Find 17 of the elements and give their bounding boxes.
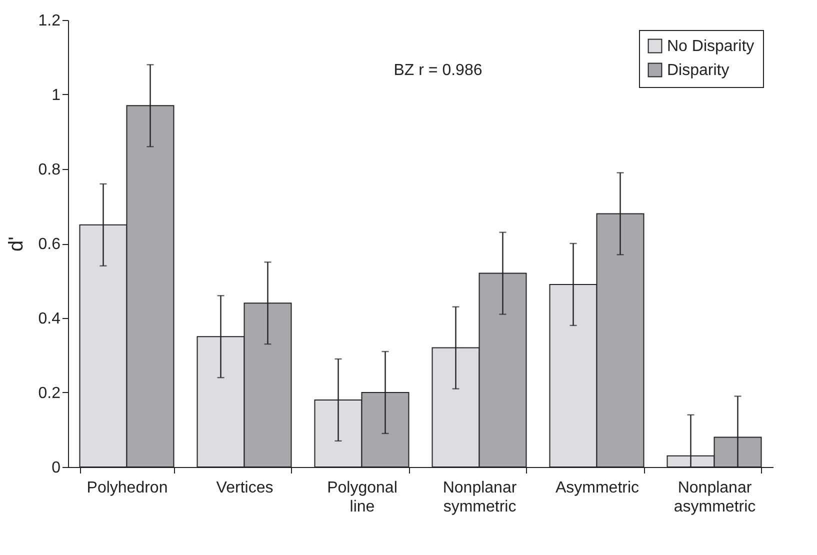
x-tick-label: Polygonal line	[327, 480, 398, 516]
y-tick-label: 0.2	[38, 385, 61, 402]
y-tick-label: 0	[52, 460, 61, 476]
y-axis-title: d'	[5, 236, 28, 252]
legend-label: No Disparity	[667, 38, 754, 55]
x-tick-label: Nonplanar symmetric	[442, 480, 518, 516]
y-tick-label: 1.2	[38, 12, 61, 30]
x-tick-label: Polyhedron	[86, 480, 168, 496]
x-tick-label: Vertices	[216, 480, 274, 496]
y-tick-label: 0.6	[38, 236, 61, 253]
y-tick-label: 0.8	[38, 162, 61, 178]
legend-label: Disparity	[667, 62, 730, 79]
x-tick-label: Asymmetric	[555, 480, 640, 496]
y-tick-label: 1	[52, 87, 61, 104]
x-tick-label: Nonplanar asymmetric	[674, 480, 756, 516]
y-tick-label: 0.4	[38, 310, 61, 328]
annotation: BZ r = 0.986	[394, 62, 482, 79]
